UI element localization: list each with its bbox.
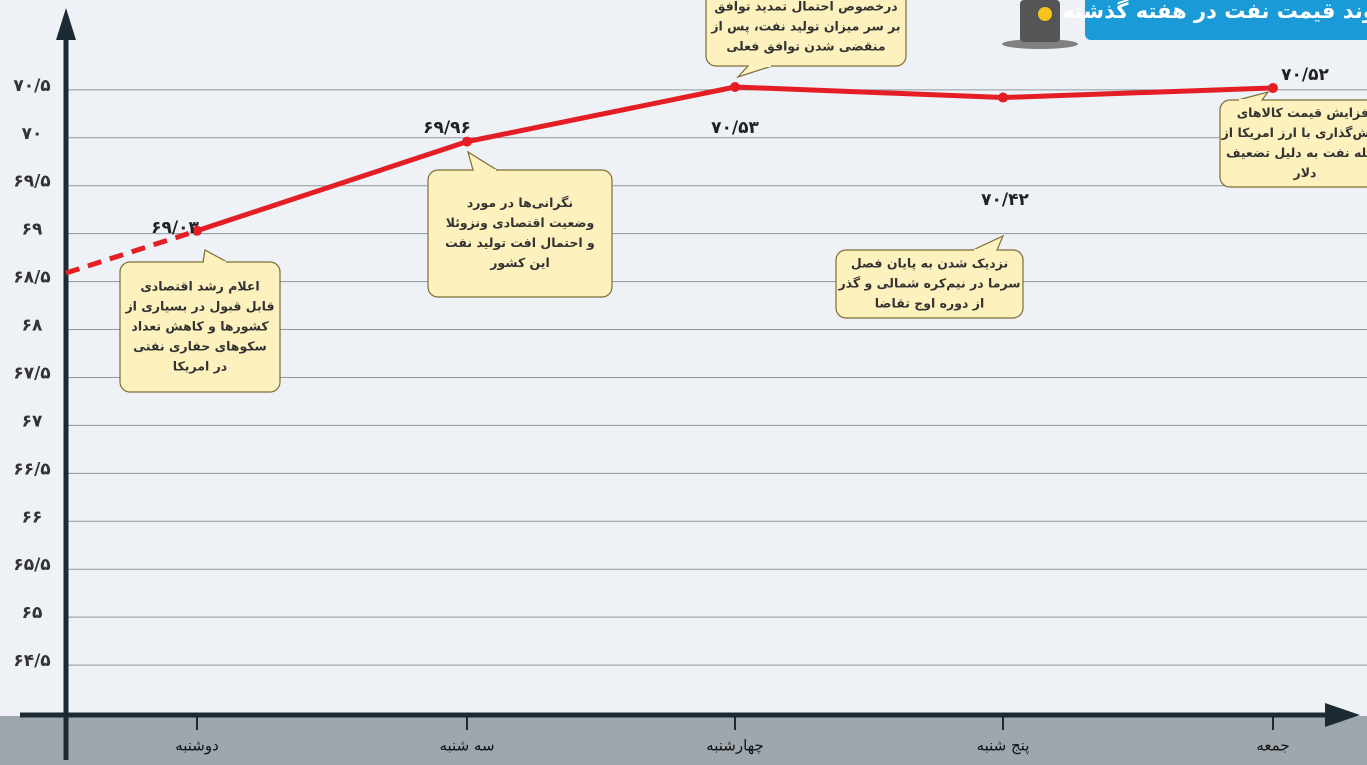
annotation-line: قابل قبول در بسیاری از [124,299,274,314]
annotation-line: در امریکا [173,359,227,374]
x-tick-label: دوشنبه [175,737,219,755]
annotation-line: اعلام رشد اقتصادی [140,279,259,295]
y-tick-label: ۶۴/۵ [13,651,50,671]
data-point [730,82,740,92]
annotation-line: سرما در نیم‌کره شمالی و گذر [837,276,1020,291]
y-tick-label: ۶۹ [22,220,43,240]
data-point [1268,83,1278,93]
y-tick-label: ۶۹/۵ [13,172,50,192]
data-label: ۷۰/۵۳ [711,118,759,138]
callout-box [428,170,612,297]
annotation-line: افزایش قیمت کالاهای [1237,105,1367,120]
y-tick-label: ۶۷/۵ [13,363,50,383]
y-tick-label: ۶۷ [22,411,43,431]
annotation-line: سکوهای حفاری نفتی [133,339,267,354]
y-tick-label: ۷۰/۵ [13,76,50,96]
annotation-line: و احتمال افت تولید نفت [445,235,595,250]
y-tick-label: ۶۵/۵ [13,555,50,575]
annotation-line: وضعیت اقتصادی ونزوئلا [446,215,595,230]
chart-title: روند قیمت نفت در هفته گذشته [1062,0,1367,23]
data-label: ۷۰/۵۲ [1281,65,1329,85]
data-point [998,93,1008,103]
annotation-line: ارزش‌گذاری با ارز امریکا از [1221,125,1367,140]
y-tick-label: ۶۶/۵ [13,459,50,479]
y-tick-label: ۶۵ [22,603,43,623]
annotation-line: کشورها و کاهش تعداد [131,319,269,334]
x-tick-label: چهارشنبه [706,737,764,755]
data-label: ۷۰/۴۲ [981,190,1029,210]
chart: ۶۴/۵ ۶۵ ۶۵/۵ ۶۶ ۶۶/۵ ۶۷ ۶۷/۵ ۶۸ ۶۸/۵ ۶۹ ۶۹/۵ ۷۰ ۷۰/۵… [0,0,1367,765]
y-tick-label: ۶۸ [22,316,43,336]
annotation-line: منقضی شدن توافق فعلی [726,39,885,54]
data-point [462,137,472,147]
y-tick-label: ۷۰ [22,124,43,144]
annotation-line: درخصوص احتمال تمدید توافق [714,0,897,14]
annotation-line: نگرانی‌ها در مورد [467,195,573,210]
data-label: ۶۹/۹۶ [423,118,471,138]
x-tick-label: پنج شنبه [977,737,1030,756]
y-tick-label: ۶۶ [22,507,43,527]
annotation-line: نزدیک شدن به پایان فصل [851,256,1008,271]
x-tick-label: جمعه [1256,737,1289,755]
annotation-line: از دوره اوج تقاضا [875,296,985,311]
x-tick-label: سه شنبه [439,737,494,755]
annotation-line: دلار [1293,165,1317,180]
y-tick-label: ۶۸/۵ [13,268,50,288]
data-label: ۶۹/۰۳ [151,218,199,238]
annotation-line: این کشور [489,255,550,270]
annotation-line: جمله نفت به دلیل تضعیف [1226,145,1367,160]
annotation-line: بر سر میزان تولید نفت، پس از [710,19,900,34]
